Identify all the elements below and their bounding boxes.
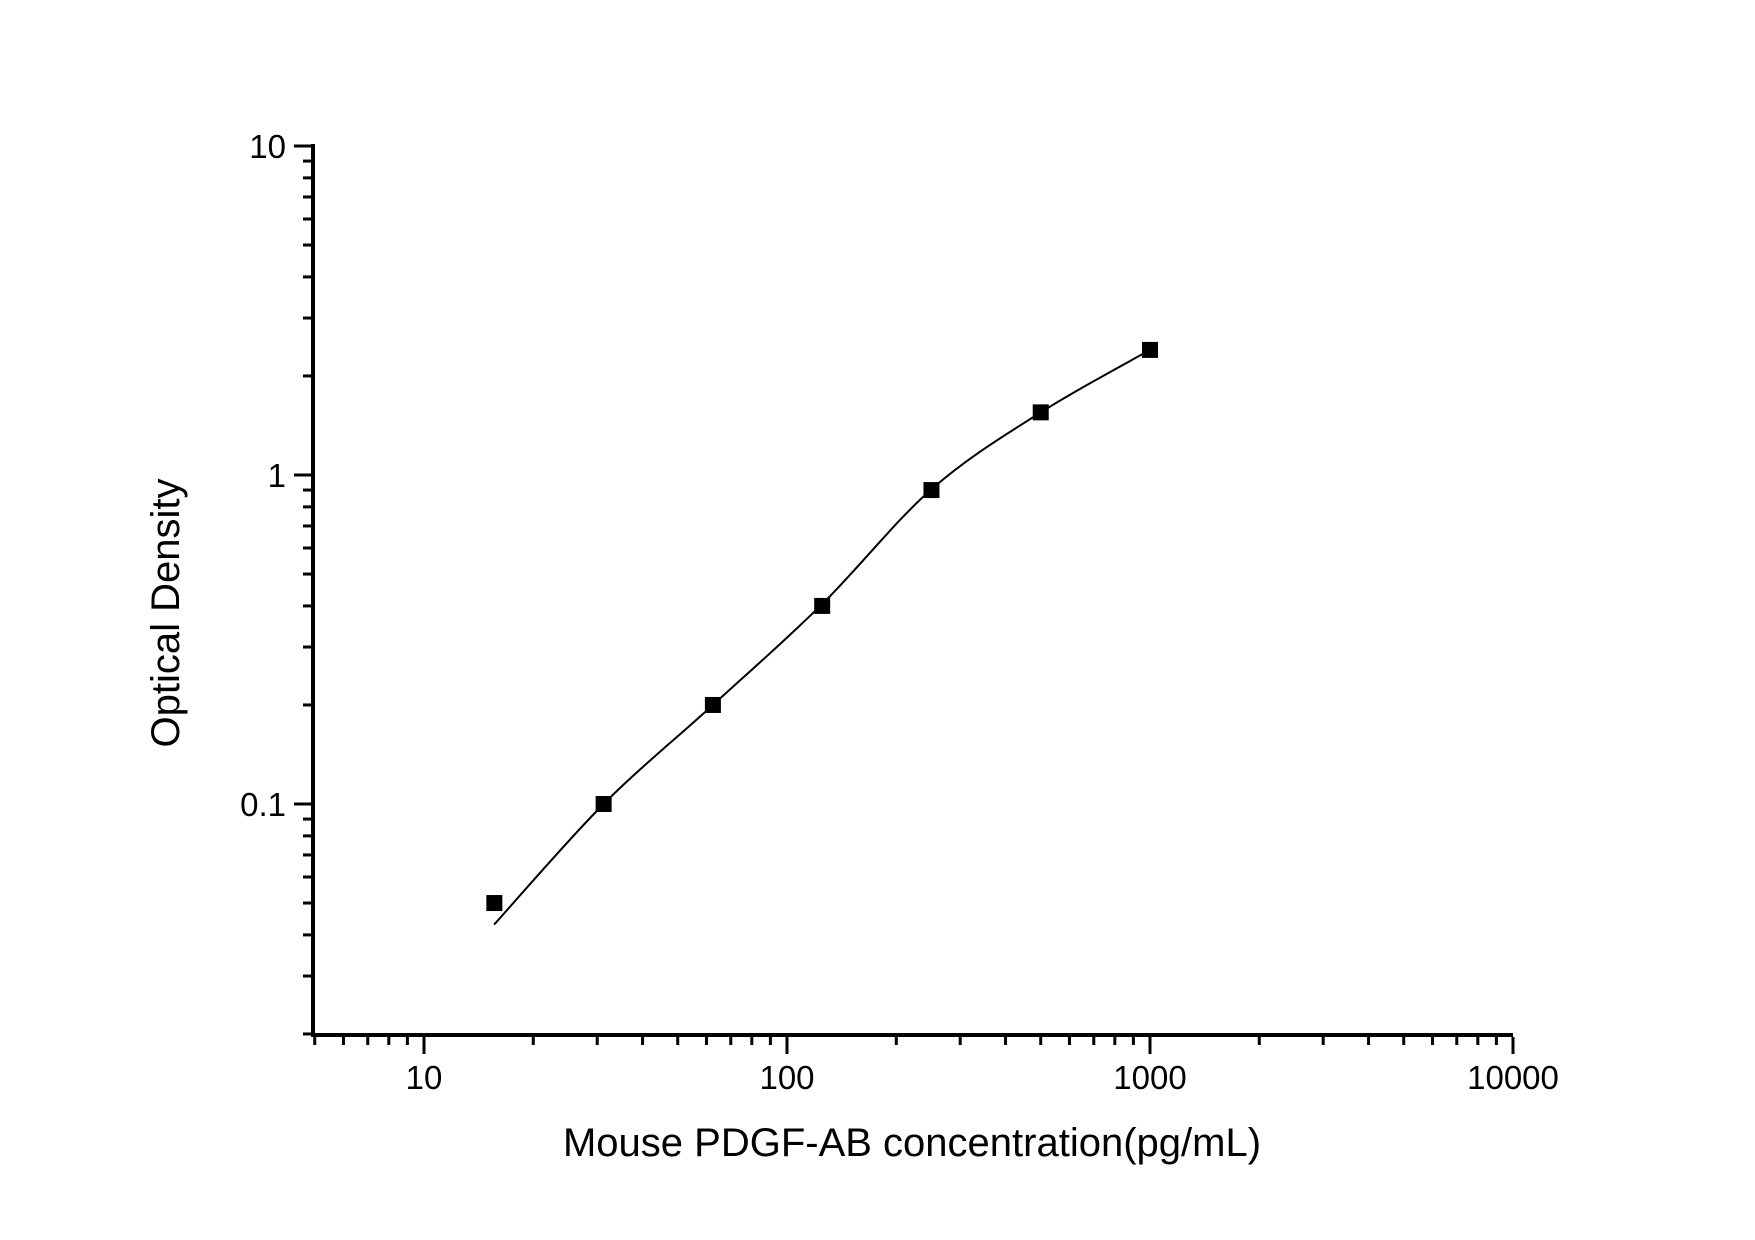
axis-lines [311,144,1513,1037]
data-point-marker [595,796,612,812]
data-point-marker [923,482,940,499]
x-tick-label: 10000 [1467,1059,1559,1096]
data-point-marker [1142,341,1158,358]
x-tick-label: 10 [406,1059,443,1096]
data-point-marker [814,597,831,614]
y-axis-title: Optical Density [144,478,188,748]
y-tick-label: 10 [249,128,286,165]
x-tick-label: 100 [759,1059,814,1096]
x-axis-title: Mouse PDGF-AB concentration(pg/mL) [562,1121,1262,1165]
y-tick-label: 0.1 [240,786,286,823]
data-point-marker [486,895,503,912]
data-point-marker [704,696,721,713]
data-point-marker [1032,404,1049,421]
fit-curve [493,349,1151,926]
y-tick-label: 1 [268,457,286,494]
x-tick-label: 1000 [1113,1059,1186,1096]
